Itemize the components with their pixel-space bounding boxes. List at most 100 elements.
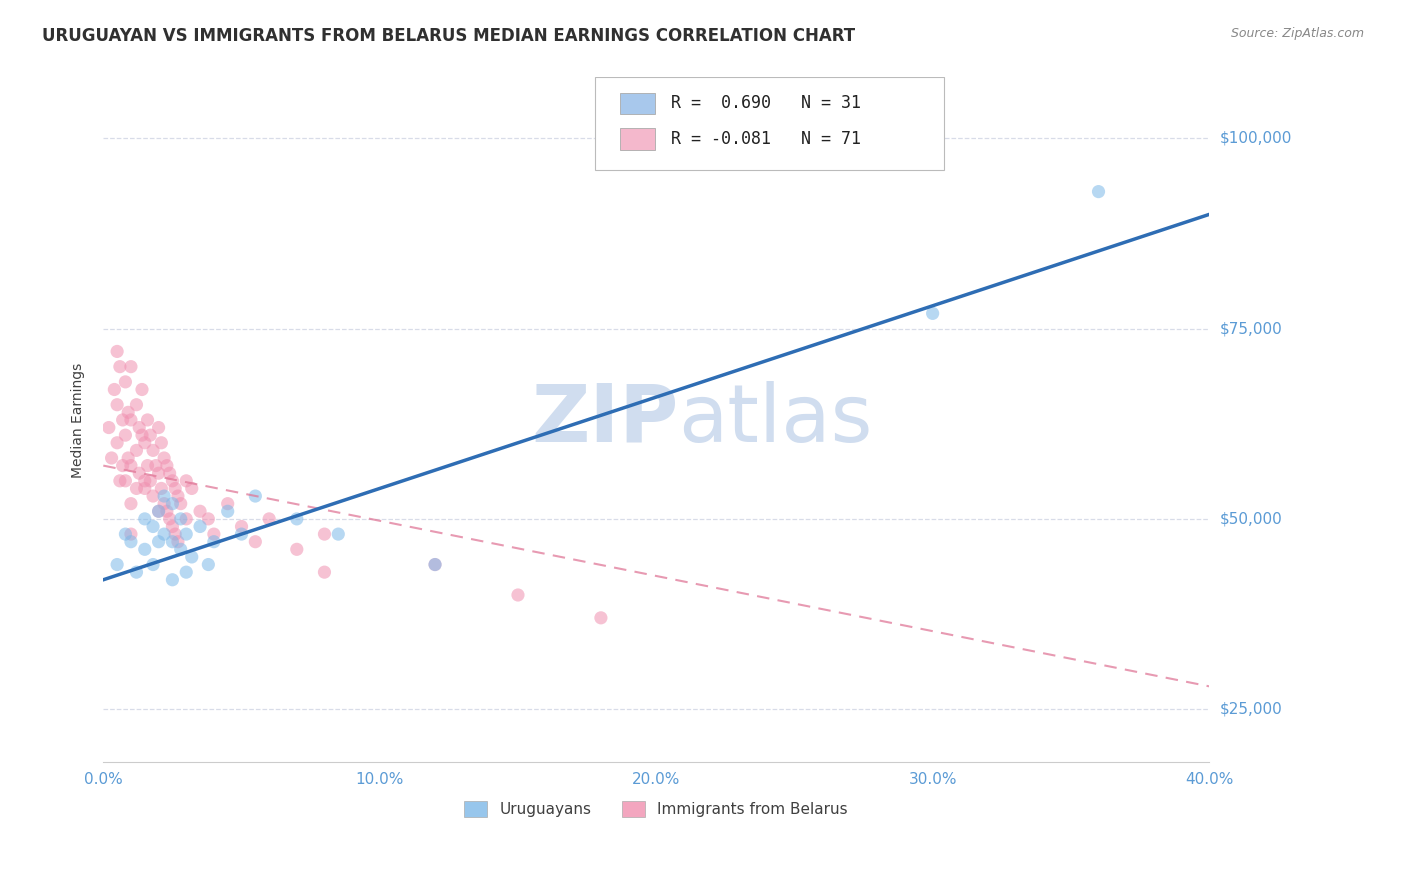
Text: $50,000: $50,000 xyxy=(1220,511,1282,526)
Point xyxy=(114,375,136,389)
Point xyxy=(139,428,162,442)
Point xyxy=(153,450,176,465)
Point xyxy=(170,542,193,557)
Point xyxy=(328,527,350,541)
Point xyxy=(197,558,219,572)
Point xyxy=(167,489,190,503)
Point xyxy=(217,497,239,511)
Point xyxy=(105,435,128,450)
Legend: Uruguayans, Immigrants from Belarus: Uruguayans, Immigrants from Belarus xyxy=(458,795,853,823)
Point xyxy=(97,420,120,434)
Point xyxy=(150,435,173,450)
Point xyxy=(170,512,193,526)
Text: Source: ZipAtlas.com: Source: ZipAtlas.com xyxy=(1230,27,1364,40)
Point xyxy=(148,467,170,481)
Point xyxy=(148,420,170,434)
Point xyxy=(170,497,193,511)
Point xyxy=(125,443,148,458)
Point xyxy=(197,512,219,526)
Point xyxy=(120,458,142,473)
Point xyxy=(174,527,197,541)
Point xyxy=(162,534,184,549)
Point xyxy=(103,383,125,397)
Point xyxy=(134,474,156,488)
Point xyxy=(1087,185,1109,199)
Point xyxy=(162,519,184,533)
Point xyxy=(120,359,142,374)
Point xyxy=(100,450,122,465)
Point xyxy=(217,504,239,518)
Point xyxy=(105,344,128,359)
Point xyxy=(506,588,529,602)
Point xyxy=(156,504,179,518)
Point xyxy=(145,458,167,473)
Text: ZIP: ZIP xyxy=(531,381,678,459)
Point xyxy=(245,534,267,549)
Point xyxy=(202,527,225,541)
Point xyxy=(180,482,202,496)
Text: URUGUAYAN VS IMMIGRANTS FROM BELARUS MEDIAN EARNINGS CORRELATION CHART: URUGUAYAN VS IMMIGRANTS FROM BELARUS MED… xyxy=(42,27,855,45)
Point xyxy=(142,558,165,572)
Point xyxy=(245,489,267,503)
Point xyxy=(202,534,225,549)
Point xyxy=(148,504,170,518)
Point xyxy=(188,519,211,533)
Point xyxy=(162,497,184,511)
Point xyxy=(423,558,446,572)
Bar xyxy=(620,128,655,150)
Point xyxy=(921,306,943,320)
Point xyxy=(589,611,612,625)
Point xyxy=(105,398,128,412)
Point xyxy=(136,413,159,427)
Point xyxy=(125,482,148,496)
Point xyxy=(150,482,173,496)
Point xyxy=(285,512,308,526)
Point xyxy=(125,565,148,579)
Text: $75,000: $75,000 xyxy=(1220,321,1282,336)
Y-axis label: Median Earnings: Median Earnings xyxy=(72,362,86,477)
Text: $100,000: $100,000 xyxy=(1220,131,1292,145)
Point xyxy=(423,558,446,572)
Point xyxy=(111,458,134,473)
Point xyxy=(142,443,165,458)
Text: $25,000: $25,000 xyxy=(1220,702,1282,716)
Point xyxy=(131,383,153,397)
Point xyxy=(125,398,148,412)
Point xyxy=(139,474,162,488)
Text: R =  0.690   N = 31: R = 0.690 N = 31 xyxy=(671,95,860,112)
Text: R = -0.081   N = 71: R = -0.081 N = 71 xyxy=(671,130,860,148)
Point xyxy=(257,512,280,526)
Point xyxy=(128,420,150,434)
Point xyxy=(285,542,308,557)
Point xyxy=(148,504,170,518)
Point xyxy=(159,512,181,526)
Point xyxy=(153,489,176,503)
Point xyxy=(188,504,211,518)
Point xyxy=(111,413,134,427)
Point xyxy=(174,512,197,526)
Point xyxy=(159,467,181,481)
Point xyxy=(174,565,197,579)
Point xyxy=(153,527,176,541)
Point xyxy=(162,474,184,488)
Point xyxy=(131,428,153,442)
Point xyxy=(117,450,139,465)
Point xyxy=(108,474,131,488)
Bar xyxy=(620,93,655,114)
Point xyxy=(114,474,136,488)
Point xyxy=(114,428,136,442)
Point xyxy=(134,512,156,526)
Point xyxy=(148,534,170,549)
Point xyxy=(120,413,142,427)
Point xyxy=(165,482,187,496)
Point xyxy=(314,565,336,579)
Point xyxy=(134,482,156,496)
Point xyxy=(117,405,139,419)
Point xyxy=(128,467,150,481)
Point xyxy=(120,534,142,549)
Point xyxy=(105,558,128,572)
Point xyxy=(136,458,159,473)
Point xyxy=(120,497,142,511)
Point xyxy=(134,542,156,557)
Point xyxy=(167,534,190,549)
